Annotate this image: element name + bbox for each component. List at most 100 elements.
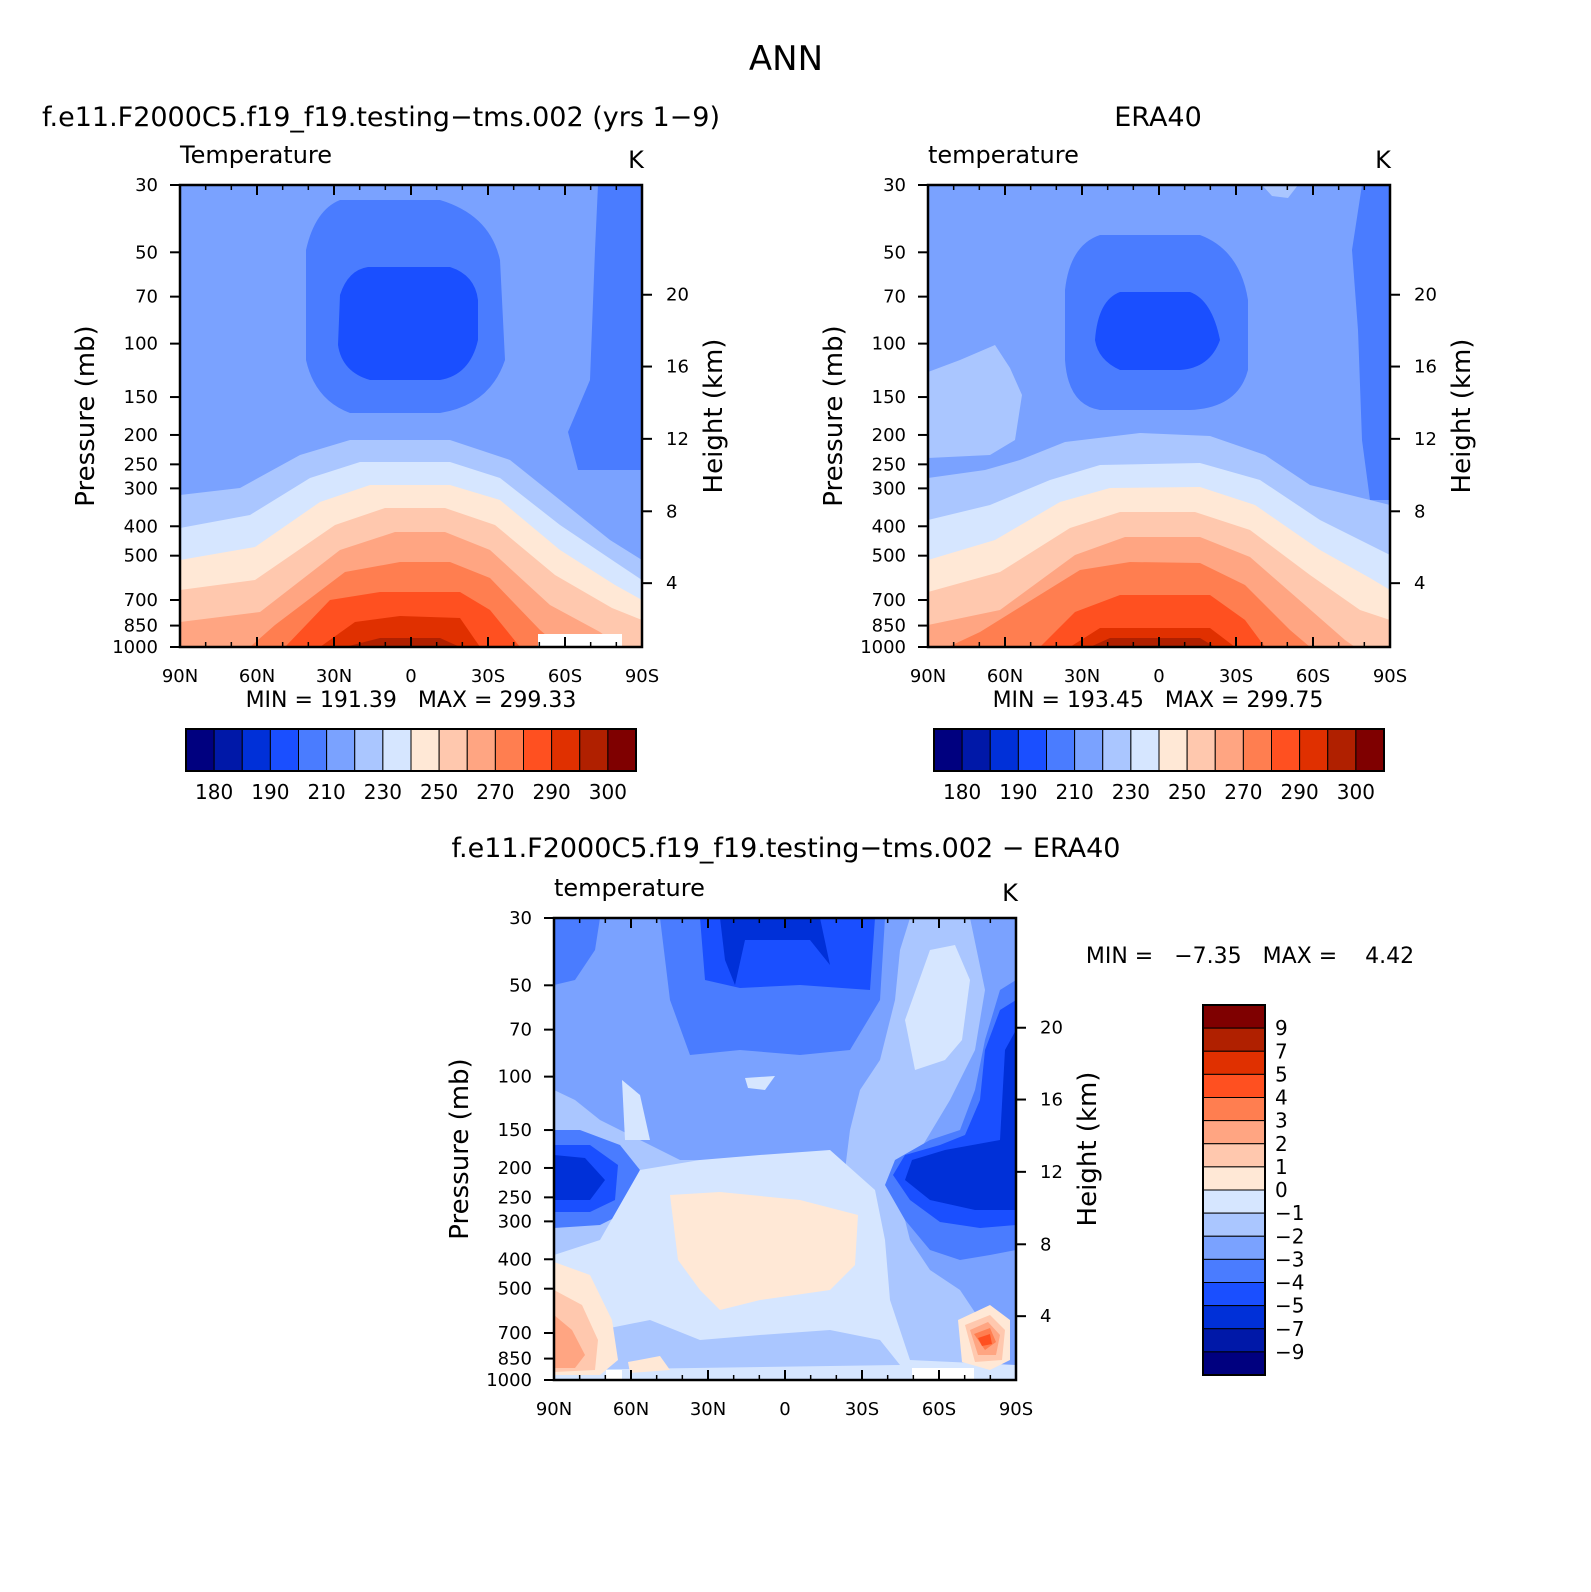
obs-contour-band: [1090, 638, 1215, 647]
diff-contour-band: [628, 1356, 670, 1373]
obs-colorbar-label: 190: [999, 780, 1037, 804]
diff-colorbar-label: 9: [1275, 1016, 1288, 1040]
diff-colorbar-swatch: [1202, 1189, 1266, 1214]
model-height-tick-label: 16: [666, 357, 689, 378]
diff-colorbar-swatch: [1202, 1143, 1266, 1168]
model-colorbar-swatch: [579, 728, 609, 772]
model-colorbar-swatch: [607, 728, 637, 772]
obs-height-tick-label: 20: [1414, 285, 1437, 306]
obs-axes: 90N 60N 30N 0 30S 60S 90S 30 50 70 100 150 200 250 300…: [860, 175, 1437, 687]
diff-contour-band: [554, 1320, 900, 1370]
diff-contour-band: [554, 918, 600, 985]
diff-x-tick-label: 60N: [613, 1399, 649, 1420]
diff-contour-band: [554, 1155, 605, 1200]
diff-y-tick-label: 70: [509, 1020, 532, 1041]
model-y-tick-label: 200: [124, 425, 158, 446]
obs-y-tick-label: 200: [872, 425, 906, 446]
model-colorbar-label: 190: [251, 780, 289, 804]
obs-colorbar: 180 190 210 230 250 270 290 300: [933, 728, 1385, 804]
obs-y-tick-label: 100: [872, 334, 906, 355]
diff-colorbar-label: −3: [1275, 1247, 1304, 1271]
model-colorbar-label: 300: [589, 780, 627, 804]
obs-colorbar-label: 210: [1056, 780, 1094, 804]
obs-colorbar-label: 230: [1112, 780, 1150, 804]
model-contour-band: [338, 267, 478, 380]
diff-contour-band: [978, 1334, 992, 1346]
obs-contours: [928, 185, 1390, 647]
diff-colorbar-swatch: [1202, 1050, 1266, 1075]
diff-y-tick-label: 250: [498, 1187, 532, 1208]
model-colorbar-swatch: [410, 728, 440, 772]
diff-x-tick-label: 90S: [999, 1399, 1033, 1420]
model-y-tick-label: 700: [124, 590, 158, 611]
model-contours: [180, 185, 642, 647]
obs-contour-band: [1095, 292, 1220, 370]
obs-ylabel: Pressure (mb): [819, 325, 849, 506]
diff-x-tick-label: 30N: [690, 1399, 726, 1420]
obs-x-tick-label: 90N: [910, 666, 946, 687]
obs-y-tick-label: 250: [872, 454, 906, 475]
obs-colorbar-swatch: [1355, 728, 1385, 772]
figure-title: ANN: [749, 39, 823, 79]
model-colorbar-swatch: [382, 728, 412, 772]
diff-y-tick-label: 100: [498, 1067, 532, 1088]
model-height-tick-label: 8: [666, 501, 677, 522]
model-contour-band: [345, 638, 460, 647]
diff-colorbar-frame: [1202, 1004, 1266, 1376]
model-minmax: MIN = 191.39 MAX = 299.33: [246, 688, 577, 713]
right-panel-subtitle: ERA40: [1114, 102, 1202, 133]
diff-panel: 90N 60N 30N 0 30S 60S 90S305070100150200250300…: [445, 874, 1414, 1420]
obs-colorbar-swatch: [933, 728, 963, 772]
diff-y2label: Height (km): [1073, 1072, 1103, 1227]
obs-contour-band: [1262, 185, 1298, 198]
model-y-tick-label: 100: [124, 334, 158, 355]
obs-colorbar-swatch: [1299, 728, 1329, 772]
obs-colorbar-swatch: [1046, 728, 1076, 772]
diff-contours: [554, 918, 1016, 1380]
diff-y-tick-label: 200: [498, 1158, 532, 1179]
obs-x-tick-label: 30S: [1219, 666, 1253, 687]
model-y-tick-label: 400: [124, 516, 158, 537]
diff-colorbar-swatch: [1202, 1351, 1266, 1376]
diff-contour-band: [670, 1192, 858, 1310]
obs-colorbar-label: 180: [943, 780, 981, 804]
diff-colorbar-swatch: [1202, 1235, 1266, 1260]
obs-colorbar-label: 290: [1281, 780, 1319, 804]
diff-contour-band: [745, 1076, 775, 1090]
model-x-tick-label: 30N: [316, 666, 352, 687]
model-colorbar-swatch: [523, 728, 553, 772]
diff-colorbar-label: 2: [1275, 1132, 1288, 1156]
model-contour-band: [568, 185, 642, 470]
obs-height-tick-label: 12: [1414, 429, 1437, 450]
diff-y-tick-label: 1000: [486, 1370, 532, 1391]
diff-colorbar-label: 0: [1275, 1178, 1288, 1202]
obs-y-tick-label: 400: [872, 516, 906, 537]
diff-x-tick-label: 0: [779, 1399, 790, 1420]
obs-x-tick-label: 60S: [1296, 666, 1330, 687]
diff-colorbar-label: −2: [1275, 1224, 1304, 1248]
diff-colorbar-label: −7: [1275, 1317, 1304, 1341]
model-colorbar-swatch: [466, 728, 496, 772]
diff-colorbar-swatch: [1202, 1097, 1266, 1122]
model-height-tick-label: 12: [666, 429, 689, 450]
diff-contour-band: [720, 918, 830, 985]
obs-x-tick-label: 30N: [1064, 666, 1100, 687]
obs-height-tick-label: 8: [1414, 501, 1425, 522]
model-x-tick-label: 60N: [239, 666, 275, 687]
diff-y-tick-label: 400: [498, 1249, 532, 1270]
model-height-tick-label: 20: [666, 285, 689, 306]
diff-x-tick-label: 30S: [845, 1399, 879, 1420]
diff-height-tick-label: 16: [1040, 1090, 1063, 1111]
obs-panel: 90N 60N 30N 0 30S 60S 90S 30 50 70 100 150 200 250 300…: [819, 141, 1477, 804]
diff-ylabel: Pressure (mb): [445, 1058, 475, 1239]
obs-y-tick-label: 500: [872, 546, 906, 567]
obs-x-tick-label: 60N: [987, 666, 1023, 687]
model-colorbar-label: 180: [195, 780, 233, 804]
obs-contour-band: [1352, 185, 1390, 500]
model-y-tick-label: 150: [124, 387, 158, 408]
model-colorbar-swatch: [326, 728, 356, 772]
obs-colorbar-label: 250: [1168, 780, 1206, 804]
model-colorbar-swatch: [494, 728, 524, 772]
obs-y2label: Height (km): [1447, 339, 1477, 494]
